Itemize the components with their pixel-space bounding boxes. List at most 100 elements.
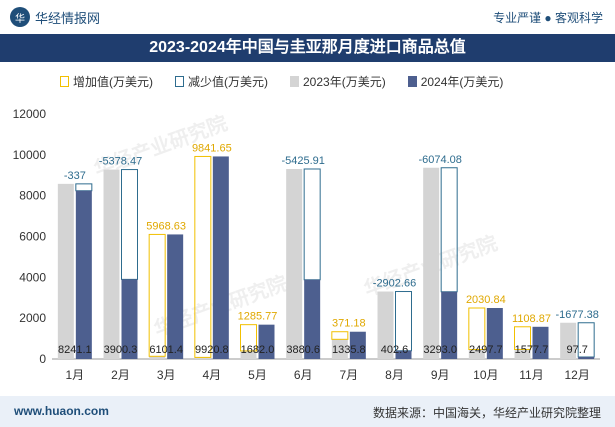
legend-label-increase: 增加值(万美元) — [73, 74, 153, 89]
brand: 华 华经情报网 — [10, 7, 100, 27]
bar-2024 — [441, 291, 458, 359]
value-label-2024: 2497.7 — [469, 344, 503, 356]
y-tick-label: 0 — [39, 352, 46, 366]
bar-2024 — [212, 156, 229, 359]
legend-label-decrease: 减少值(万美元) — [188, 74, 268, 89]
bar-increase-outline — [194, 155, 212, 358]
x-tick-label: 11月 — [519, 368, 543, 382]
bar-2023 — [240, 350, 257, 359]
bar-2023 — [377, 291, 394, 359]
bar-2024 — [486, 308, 503, 359]
legend-swatch-decrease — [175, 75, 184, 87]
footer-source: 数据来源：中国海关，华经产业研究院整理 — [372, 406, 601, 420]
bar-2023 — [560, 322, 577, 359]
x-tick-label: 7月 — [339, 368, 358, 382]
footer-website: www.huaon.com — [14, 404, 109, 418]
bar-2023 — [423, 167, 440, 359]
increase-data-label: 371.18 — [332, 318, 366, 330]
decrease-data-label: -5425.91 — [281, 155, 324, 167]
chart-title: 2023-2024年中国与圭亚那月度进口商品总值 — [149, 39, 466, 56]
x-tick-label: 5月 — [248, 368, 267, 382]
bar-2023 — [103, 169, 120, 359]
bar-decrease-outline — [121, 169, 138, 280]
y-tick-label: 4000 — [19, 270, 46, 284]
bar-decrease-outline — [75, 183, 93, 192]
bar-2024 — [75, 190, 92, 359]
y-tick-label: 10000 — [13, 148, 47, 162]
value-label-2024: 3900.3 — [104, 344, 138, 356]
bar-increase-outline — [468, 307, 486, 350]
value-label-2024: 3293.0 — [423, 344, 457, 356]
y-tick-label: 8000 — [19, 189, 46, 203]
brand-logo-icon: 华 — [10, 7, 30, 27]
x-tick-label: 8月 — [385, 368, 404, 382]
value-label-2024: 3880.6 — [286, 344, 320, 356]
increase-data-label: 2030.84 — [466, 294, 506, 306]
bar-2023 — [514, 349, 531, 359]
legend-item-increase: 增加值(万美元) — [60, 73, 153, 90]
bar-2023 — [57, 183, 74, 359]
legend-item-2024: 2024年(万美元) — [407, 73, 504, 90]
chart-legend: 增加值(万美元) 减少值(万美元) 2023年(万美元) 2024年(万美元) — [60, 70, 590, 92]
x-tick-label: 10月 — [473, 368, 498, 382]
decrease-data-label: -2902.66 — [373, 278, 416, 290]
legend-item-decrease: 减少值(万美元) — [175, 73, 268, 90]
decrease-data-label: -6074.08 — [418, 154, 461, 166]
tagline: 专业严谨 ● 客观科学 — [493, 11, 603, 25]
top-bar: 华 华经情报网 专业严谨 ● 客观科学 — [0, 0, 615, 34]
increase-data-label: 9841.65 — [192, 142, 232, 154]
x-tick-label: 2月 — [111, 368, 130, 382]
value-label-2024: 402.6 — [381, 344, 409, 356]
x-tick-label: 6月 — [294, 368, 313, 382]
bar-increase-outline — [240, 324, 257, 352]
footer: www.huaon.com 数据来源：中国海关，华经产业研究院整理 — [0, 396, 615, 427]
decrease-data-label: -1677.38 — [555, 309, 598, 321]
bar-2023 — [286, 168, 303, 359]
bar-2024 — [395, 350, 412, 359]
bar-2024 — [578, 357, 595, 359]
bar-2024 — [304, 279, 321, 359]
decrease-data-label: -337 — [64, 170, 86, 182]
bar-decrease-outline — [440, 167, 458, 293]
bar-2023 — [194, 357, 211, 359]
bar-2024 — [167, 234, 184, 359]
legend-swatch-2023 — [290, 75, 299, 87]
title-bar: 2023-2024年中国与圭亚那月度进口商品总值 — [0, 34, 615, 62]
x-tick-label: 3月 — [157, 368, 176, 382]
value-label-2024: 1577.7 — [515, 344, 549, 356]
bar-2024 — [258, 324, 275, 359]
y-tick-label: 6000 — [19, 230, 46, 244]
increase-data-label: 1108.87 — [512, 313, 551, 325]
increase-data-label: 1285.77 — [238, 311, 278, 323]
legend-item-2023: 2023年(万美元) — [290, 73, 386, 90]
bar-2024 — [121, 279, 138, 359]
value-label-2024: 8241.1 — [58, 344, 92, 356]
y-tick-label: 2000 — [19, 311, 46, 325]
legend-swatch-increase — [60, 75, 69, 87]
bar-2024 — [532, 326, 549, 359]
x-tick-label: 1月 — [65, 368, 84, 382]
value-label-2024: 6101.4 — [149, 344, 183, 356]
x-tick-label: 4月 — [202, 368, 221, 382]
bar-increase-outline — [331, 331, 349, 340]
bar-decrease-outline — [395, 291, 412, 352]
bar-2023 — [149, 356, 166, 359]
bar-decrease-outline — [303, 168, 321, 281]
bar-increase-outline — [148, 233, 166, 357]
x-tick-label: 12月 — [564, 368, 589, 382]
value-label-2024: 1682.0 — [241, 344, 275, 356]
legend-swatch-2024 — [407, 75, 417, 87]
decrease-data-label: -5378.47 — [99, 156, 142, 168]
brand-name: 华经情报网 — [35, 10, 101, 26]
bar-2024 — [349, 331, 366, 359]
value-label-2024: 1335.8 — [332, 344, 366, 356]
bar-2023 — [331, 339, 348, 359]
legend-label-2024: 2024年(万美元) — [420, 74, 504, 89]
chart-plot: 0 2000 4000 6000 8000 10000 12000 -337 8241.1 1月 -… — [13, 107, 600, 382]
increase-data-label: 5968.63 — [146, 220, 186, 232]
bar-2023 — [468, 349, 485, 359]
value-label-2024: 97.7 — [566, 344, 587, 356]
bar-increase-outline — [514, 326, 531, 350]
x-tick-label: 9月 — [431, 368, 450, 382]
value-label-2024: 9920.8 — [195, 344, 229, 356]
